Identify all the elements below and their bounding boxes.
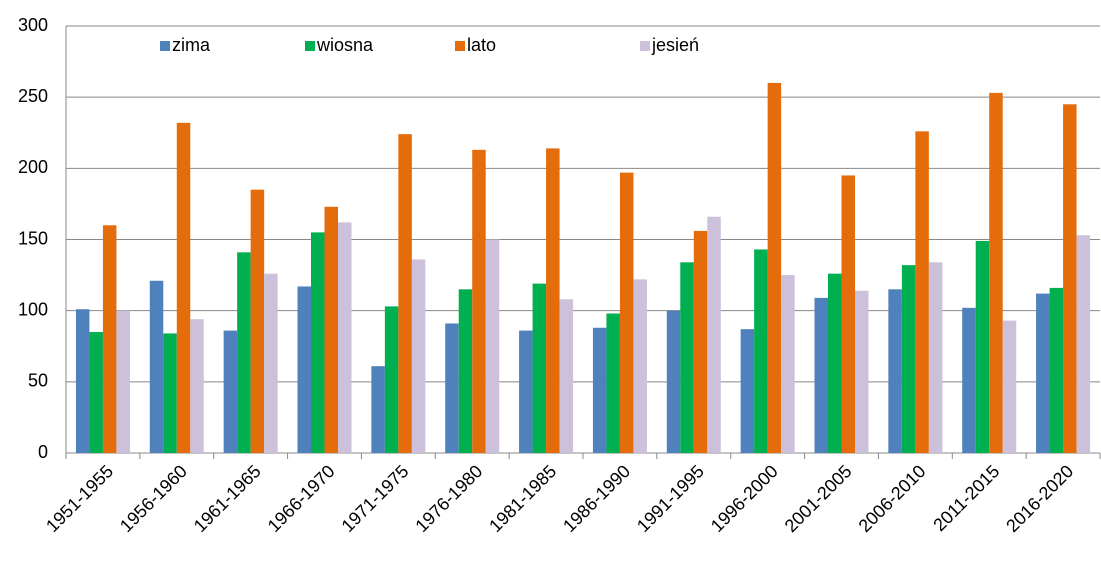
bar [754,249,768,453]
bar [1076,235,1091,453]
bar [163,333,177,453]
bar [781,275,795,453]
y-tick-label: 200 [18,157,48,177]
bar [223,330,238,453]
x-tick-label: 1961-1965 [190,461,265,536]
x-tick-label: 1991-1995 [633,461,708,536]
bar [633,279,647,453]
bar [445,323,459,453]
bar [828,273,842,453]
bar [855,290,869,453]
bar [264,273,278,453]
x-tick-label: 2016-2020 [1002,461,1077,536]
x-tick-label: 1981-1985 [485,461,560,536]
bar [1036,293,1050,453]
bar [1063,104,1077,454]
legend-label: zima [172,35,211,55]
x-tick-label: 1966-1970 [264,461,339,536]
y-tick-label: 250 [18,86,48,106]
y-tick-label: 0 [38,442,48,462]
bar [297,286,311,453]
bar [989,92,1003,453]
bar [190,319,204,453]
bar [962,307,976,453]
bar [546,148,560,453]
bar [458,289,473,453]
bar [559,299,574,453]
x-tick-label: 2011-2015 [929,461,1003,535]
bar [532,283,547,453]
legend-label: wiosna [316,35,374,55]
legend-label: jesień [651,35,699,55]
x-tick-label: 1951-1955 [42,461,117,536]
legend-swatch [305,41,315,51]
legend-swatch [160,41,170,51]
bar [740,329,755,453]
bar [707,216,721,453]
x-tick-label: 1986-1990 [559,461,634,536]
bar [1049,287,1064,453]
bar [888,289,902,453]
bar [411,259,426,453]
bar [841,175,855,453]
bar [176,122,191,453]
bar [519,330,533,453]
x-tick-label: 1996-2000 [707,461,782,536]
bar [485,239,500,453]
y-tick-label: 100 [18,299,48,319]
bar [149,280,164,453]
x-tick-label: 2001-2005 [781,461,856,536]
bar [384,306,399,453]
bar [606,313,620,453]
legend-swatch [640,41,650,51]
legend-swatch [455,41,465,51]
bar [767,82,782,453]
bar [250,189,265,453]
bar [619,172,634,453]
bar [928,262,943,453]
bar [814,297,828,453]
x-tick-label: 2006-2010 [855,461,930,536]
bar [89,332,103,453]
bar [237,252,251,453]
y-tick-label: 50 [28,371,48,391]
bar [1002,320,1017,453]
bar [311,232,325,453]
bar [75,309,90,453]
bar [666,310,681,453]
bar [975,240,990,453]
bar [398,134,412,453]
bar [371,366,385,453]
y-tick-label: 300 [18,15,48,35]
bar [592,327,607,453]
bar [324,206,338,453]
x-tick-label: 1956-1960 [116,461,191,536]
legend-label: lato [467,35,496,55]
bar [915,131,929,453]
bar [116,310,130,453]
x-tick-label: 1976-1980 [411,461,486,536]
bar [693,230,708,453]
bar [901,265,916,453]
y-tick-label: 150 [18,228,48,248]
bar [472,149,486,453]
bar [338,222,352,453]
bar [680,262,694,453]
bar [102,225,117,453]
x-tick-label: 1971-1975 [338,461,413,536]
